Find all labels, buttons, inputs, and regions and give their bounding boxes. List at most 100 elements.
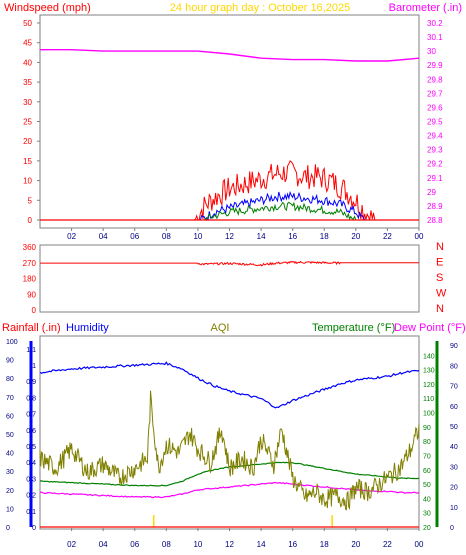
aqi-line	[39, 390, 420, 511]
direction-y-tick-label: 360	[23, 243, 37, 252]
wind-x-tick-label: 12	[225, 232, 234, 241]
temperature-y-tick-label: 80	[423, 439, 431, 446]
wind-x-tick-label: 08	[162, 232, 171, 241]
wind-y-tick-label: 45	[23, 39, 32, 48]
wind-y-tick-label: 15	[23, 157, 32, 166]
lower-x-tick-label: 06	[130, 540, 139, 549]
barometer-title: Barometer (.in)	[389, 2, 462, 14]
windspeed-title: Windspeed (mph)	[4, 2, 91, 14]
humidity-y-tick-label: 60	[6, 413, 14, 420]
barometer-line	[40, 49, 420, 62]
wind-y-tick-label: 0	[28, 216, 33, 225]
aqi-y-tick-label: 70	[450, 384, 458, 391]
aqi-y-tick-label: 90	[450, 343, 458, 350]
barometer-y-tick-label: 29.7	[427, 89, 443, 98]
lower-x-tick-label: 10	[193, 540, 202, 549]
wind-y-tick-label: 40	[23, 58, 32, 67]
barometer-y-tick-label: 29.8	[427, 75, 443, 84]
direction-y-tick-label: 0	[32, 306, 37, 315]
rain-y-tick-label: 0.6	[26, 428, 36, 435]
direction-panel-frame	[39, 244, 420, 313]
barometer-y-tick-label: 29	[427, 188, 436, 197]
humidity-y-tick-label: 100	[6, 339, 18, 346]
lower-x-tick-label: 04	[99, 540, 108, 549]
lower-x-tick-label: 22	[383, 540, 392, 549]
temperature-y-tick-label: 90	[423, 425, 431, 432]
temperature-y-tick-label: 30	[423, 511, 431, 518]
rain-y-tick-label: 1.1	[26, 347, 36, 354]
temperature-y-tick-label: 120	[423, 382, 435, 389]
rain-y-tick-label: 1	[32, 363, 36, 370]
dewpoint-label: Dew Point (°F)	[394, 322, 466, 334]
humidity-y-tick-label: 0	[6, 525, 10, 532]
temperature-y-tick-label: 140	[423, 353, 435, 360]
temperature-label: Temperature (°F)	[312, 322, 395, 334]
aqi-y-tick-label: 10	[450, 505, 458, 512]
barometer-y-tick-label: 30.2	[427, 19, 443, 28]
lower-x-tick-label: 00	[415, 540, 424, 549]
lower-x-tick-label: 02	[67, 540, 76, 549]
barometer-y-tick-label: 28.9	[427, 202, 443, 211]
rain-y-tick-label: 0.8	[26, 395, 36, 402]
humidity-label: Humidity	[66, 322, 109, 334]
aqi-y-tick-label: 30	[450, 464, 458, 471]
barometer-y-tick-label: 28.8	[427, 216, 443, 225]
lower-x-tick-label: 20	[351, 540, 360, 549]
wind-x-tick-label: 22	[383, 232, 392, 241]
direction-compass-label: W	[436, 288, 447, 300]
temperature-y-tick-label: 110	[423, 396, 434, 403]
rain-y-tick-label: 0.3	[26, 476, 36, 483]
barometer-y-tick-label: 29.4	[427, 132, 443, 141]
direction-y-tick-label: 90	[27, 290, 36, 299]
barometer-y-tick-label: 30	[427, 47, 436, 56]
aqi-y-tick-label: 20	[450, 485, 458, 492]
rain-y-tick-label: 0.9	[26, 379, 36, 386]
humidity-y-tick-label: 70	[6, 395, 14, 402]
barometer-y-tick-label: 29.3	[427, 146, 443, 155]
rain-y-tick-label: 0.4	[26, 460, 36, 467]
wind-direction-line	[40, 260, 419, 267]
wind-x-tick-label: 16	[288, 232, 297, 241]
direction-compass-label: N	[436, 303, 444, 315]
rain-y-tick-label: 0	[32, 525, 36, 532]
humidity-y-tick-label: 50	[6, 432, 14, 439]
temperature-y-tick-label: 20	[423, 525, 431, 532]
humidity-y-tick-label: 30	[6, 469, 14, 476]
rain-y-tick-label: 0.7	[26, 412, 36, 419]
lower-x-tick-label: 08	[162, 540, 171, 549]
wind-x-tick-label: 04	[99, 232, 108, 241]
humidity-line	[39, 361, 420, 409]
aqi-label: AQI	[211, 322, 230, 334]
barometer-y-tick-label: 29.9	[427, 61, 443, 70]
lower-x-tick-label: 18	[320, 540, 329, 549]
wind-y-tick-label: 20	[23, 137, 32, 146]
barometer-y-tick-label: 29.6	[427, 103, 443, 112]
humidity-y-tick-label: 80	[6, 376, 14, 383]
humidity-y-tick-label: 40	[6, 451, 14, 458]
graph-date-title: 24 hour graph day : October 16,2025	[170, 2, 350, 14]
wind-y-tick-label: 35	[23, 78, 32, 87]
lower-x-tick-label: 14	[257, 540, 266, 549]
temperature-y-tick-label: 40	[423, 496, 431, 503]
direction-y-tick-label: 270	[23, 259, 37, 268]
barometer-y-tick-label: 29.1	[427, 174, 443, 183]
lower-x-tick-label: 12	[225, 540, 234, 549]
barometer-y-tick-label: 29.5	[427, 118, 443, 127]
aqi-y-tick-label: 40	[450, 444, 458, 451]
humidity-y-tick-label: 20	[6, 488, 14, 495]
lower-x-tick-label: 16	[288, 540, 297, 549]
aqi-y-tick-label: 80	[450, 363, 458, 370]
temperature-y-tick-label: 100	[423, 411, 435, 418]
direction-y-tick-label: 180	[23, 275, 37, 284]
aqi-y-tick-label: 50	[450, 424, 458, 431]
temperature-y-tick-label: 50	[423, 482, 431, 489]
rainfall-label: Rainfall (.in)	[2, 322, 61, 334]
wind-x-tick-label: 06	[130, 232, 139, 241]
wind-barometer-chart: 0 5 10 15 20 25 30 35 40 45 50 28.8 28.9 29 29.1 29.2 29…	[23, 19, 443, 241]
wind-x-tick-label: 10	[193, 232, 202, 241]
rain-humidity-aqi-temp-chart: 010203040506070809010000.10.20.30.40.50.…	[6, 339, 458, 549]
rain-y-tick-label: 0.5	[26, 444, 36, 451]
humidity-y-tick-label: 90	[6, 358, 14, 365]
